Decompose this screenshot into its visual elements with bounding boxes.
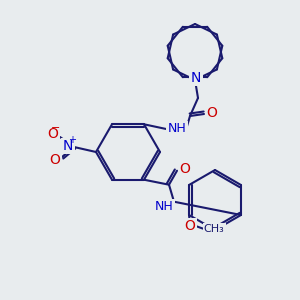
Text: −: − [51,123,61,133]
Text: +: + [68,135,76,145]
Text: O: O [207,106,218,120]
Text: O: O [184,219,196,233]
Text: NH: NH [168,122,186,136]
Text: N: N [191,71,201,85]
Text: O: O [48,127,58,141]
Text: NH: NH [154,200,173,213]
Text: CH₃: CH₃ [204,224,224,234]
Text: O: O [180,162,190,176]
Text: O: O [50,153,60,167]
Text: N: N [63,139,73,153]
